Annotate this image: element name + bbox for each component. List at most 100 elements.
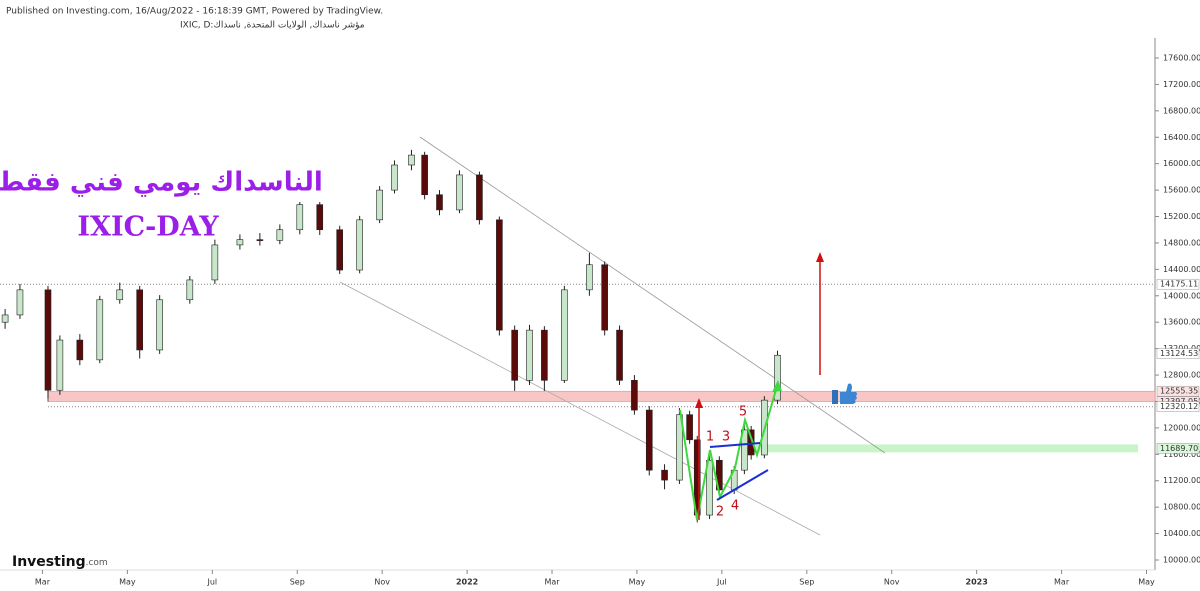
y-tick-label: 13600.00 <box>1163 318 1200 327</box>
y-tick-label: 10000.00 <box>1163 556 1200 565</box>
candle-body <box>236 239 244 246</box>
y-tick-label: 12800.00 <box>1163 371 1200 380</box>
logo-suffix: .com <box>86 558 108 568</box>
candle-body <box>211 244 219 281</box>
arrow-head <box>695 398 703 408</box>
annotations <box>679 252 857 521</box>
level-label: 12555.35 <box>1160 387 1198 396</box>
x-tick-label: Mar <box>544 578 560 587</box>
x-tick-label: May <box>119 578 136 587</box>
y-tick-label: 10800.00 <box>1163 503 1200 512</box>
candle-body <box>645 409 653 471</box>
candle-body <box>1 314 9 323</box>
candle-body <box>561 289 568 381</box>
candle-body <box>741 429 748 471</box>
y-tick-label: 12000.00 <box>1163 423 1200 432</box>
y-tick-label: 11600.00 <box>1163 450 1200 459</box>
candle-body <box>706 459 713 516</box>
candle-body <box>391 164 398 191</box>
x-tick-label: Sep <box>290 578 305 587</box>
candle-body <box>408 154 415 166</box>
candle-body <box>476 174 483 221</box>
level-label-box <box>1156 443 1200 454</box>
candle-body <box>496 219 503 331</box>
y-tick-label: 17200.00 <box>1163 80 1200 89</box>
x-tick-label: 2023 <box>966 578 988 587</box>
y-tick-label: 11200.00 <box>1163 476 1200 485</box>
x-tick-label: Jul <box>716 578 727 587</box>
wave-label: 2 <box>716 505 724 520</box>
candle-body <box>676 414 683 481</box>
candle-body <box>456 174 463 211</box>
x-tick-label: Mar <box>1054 578 1070 587</box>
candle-body <box>747 429 755 456</box>
thumbs-up-icon <box>832 383 857 404</box>
candle-body <box>316 204 324 231</box>
support-zone <box>745 444 1138 453</box>
candle-body <box>96 299 104 361</box>
x-tick-label: May <box>629 578 646 587</box>
candle-body <box>376 189 383 221</box>
candle-body <box>421 154 428 196</box>
level-label: 14175.11 <box>1160 280 1198 289</box>
chart-subtitle: IXIC-DAY <box>77 212 219 243</box>
y-tick-label: 16000.00 <box>1163 159 1200 168</box>
candle-body <box>511 329 518 381</box>
level-label-box <box>1156 348 1200 359</box>
candle-body <box>56 339 64 391</box>
channel-line <box>716 469 769 501</box>
level-label: 11689.70 <box>1160 444 1198 453</box>
candle-body <box>256 239 264 241</box>
candle-body <box>586 264 593 291</box>
candle-body <box>186 279 194 301</box>
trend-line <box>339 281 821 536</box>
level-label: 12320.12 <box>1160 402 1198 411</box>
candle-body <box>336 229 344 271</box>
candle-body <box>296 204 304 231</box>
y-tick-label: 10400.00 <box>1163 529 1200 538</box>
chart-title: الناسداك يومي فني فقط <box>0 168 323 198</box>
logo: Investing.com <box>12 554 108 570</box>
candle-body <box>526 329 533 381</box>
candle-body <box>541 329 548 381</box>
candle-body <box>44 289 52 391</box>
wave-label: 1 <box>706 430 714 445</box>
x-tick-label: May <box>1138 578 1155 587</box>
y-tick-label: 17600.00 <box>1163 54 1200 63</box>
ticks: 10000.00 10400.00 10800.00 11200.00 11600.00… <box>35 54 1200 587</box>
y-tick-label: 16400.00 <box>1163 133 1200 142</box>
candle-body <box>356 219 363 271</box>
y-tick-label: 14000.00 <box>1163 291 1200 300</box>
y-tick-label: 14800.00 <box>1163 238 1200 247</box>
level-label-box <box>1156 401 1200 412</box>
x-tick-label: Sep <box>799 578 814 587</box>
arrow-head <box>816 252 824 262</box>
candle-body <box>116 289 124 301</box>
x-tick-label: Nov <box>884 578 900 587</box>
candle-body <box>156 299 163 351</box>
x-tick-label: Mar <box>35 578 51 587</box>
level-label: 13124.53 <box>1160 349 1198 358</box>
resistance-zone <box>47 390 1156 402</box>
symbol-info: مؤشر ناسداك, الولايات المتحدة, ناسداك:IX… <box>180 21 365 31</box>
level-label-box <box>1156 278 1200 290</box>
candle-body <box>774 354 781 401</box>
candle-body <box>436 194 443 211</box>
arrow-head <box>772 380 782 392</box>
y-tick-label: 15200.00 <box>1163 212 1200 221</box>
candle-body <box>16 289 24 316</box>
candle-body <box>136 289 144 351</box>
x-tick-label: 2022 <box>456 578 478 587</box>
candle-body <box>601 264 608 331</box>
candle-body <box>76 339 84 361</box>
y-tick-label: 16800.00 <box>1163 106 1200 115</box>
wave-label: 4 <box>731 499 739 514</box>
candle-body <box>631 380 638 411</box>
candles <box>1 149 781 523</box>
candle-body <box>686 414 693 441</box>
candle-body <box>616 329 623 381</box>
y-tick-label: 15600.00 <box>1163 186 1200 195</box>
x-tick-label: Nov <box>374 578 390 587</box>
